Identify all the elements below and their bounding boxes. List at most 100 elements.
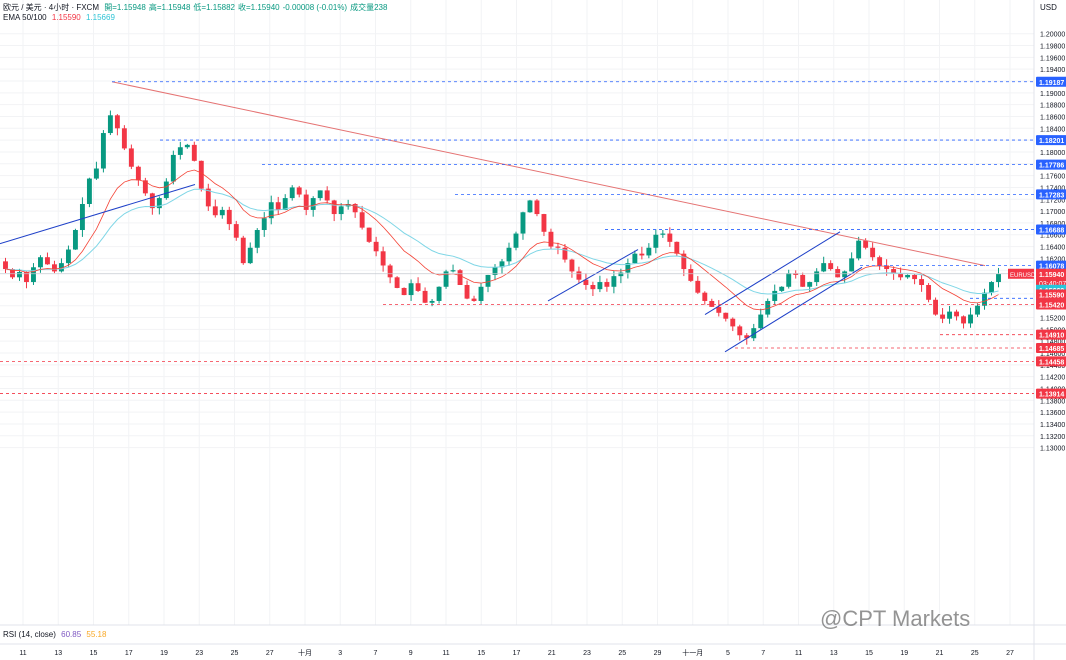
y-tick-label: 1.16200 [1040,256,1065,263]
y-tick-label: 1.14800 [1040,339,1065,346]
candle-body [653,234,659,248]
candle-body [65,249,71,264]
candle-body [996,273,1001,283]
candle-body [681,253,687,270]
price-level-tag-bg [1036,356,1066,367]
price-level-tag-bg [1036,329,1066,340]
candle-body [723,312,729,319]
candle-body [765,300,771,315]
candle-body [779,286,785,291]
candle-body [177,147,183,155]
candle-body [800,274,806,287]
candle-body [282,198,288,210]
candle-body [121,128,127,149]
candle-body [79,203,85,231]
price-level-tag-bg [1036,135,1066,146]
ohlc-legend: 欧元 / 美元 · 4小时 · FXCM 開=1.15948 高=1.15948 低… [3,2,393,13]
candle-body [464,285,470,299]
candle-body [611,276,617,287]
candle-body [926,285,932,300]
candle-body [821,263,827,272]
price-level-tag-text: 1.16078 [1039,264,1064,271]
candle-body [604,282,610,287]
candle-body [695,280,701,293]
candle-body [359,212,365,228]
price-level-tag-text: 1.14910 [1039,333,1064,340]
downtrend-line [111,81,986,267]
candle-body [107,115,113,134]
candle-body [982,292,987,306]
candle-body [310,198,316,210]
candle-body [191,144,197,161]
ohlc-item: 收=1.15940 [238,3,280,12]
candle-body [387,265,393,278]
candle-body [828,263,834,270]
y-tick-label: 1.18000 [1040,150,1065,157]
y-tick-label: 1.13400 [1040,422,1065,429]
price-level-tag-bg [1036,76,1066,87]
candle-body [52,264,57,272]
candle-body [856,240,862,259]
candle-body [114,115,120,129]
x-tick-label: 21 [548,650,556,657]
price-level-tag-bg [1036,189,1066,200]
candle-body [506,247,512,262]
candle-body [135,166,141,181]
candle-body [324,190,330,201]
candle-body [786,273,792,287]
price-level-tag-bg [1036,159,1066,170]
x-tick-label: 11 [442,650,449,657]
candle-body [716,306,722,313]
x-tick-label: 十月 [298,648,312,657]
ema50-line [5,169,999,311]
y-tick-label: 1.18600 [1040,114,1065,121]
price-level-tag: 1.14458 [1036,356,1066,366]
candle-body [226,209,232,225]
candle-body [184,144,190,148]
candle-body [240,237,246,264]
candle-body [590,285,596,290]
candle-body [443,271,449,287]
y-tick-label: 1.18800 [1040,103,1065,110]
candle-body [548,231,554,247]
candle-body [422,290,428,303]
price-level-tag: 1.15420 [1036,299,1066,310]
candle-body [807,282,813,287]
ohlc-item: 開=1.15948 [104,3,146,12]
candle-body [86,178,92,204]
ema50-value: 1.15590 [51,13,81,22]
candle-body [660,233,666,235]
candle-body [100,133,106,169]
y-tick-label: 1.20000 [1040,32,1065,39]
price-level-tag-bg [1036,224,1066,235]
candle-body [24,271,29,283]
candle-body [541,214,547,232]
candle-body [436,286,442,301]
candle-body [303,194,309,210]
x-tick-label: 17 [125,650,133,657]
price-level-tag-text: 1.13914 [1039,392,1064,399]
candle-body [702,292,708,301]
x-tick-label: 11 [19,650,26,657]
x-tick-label: 15 [865,650,873,657]
y-tick-label: 1.17400 [1040,185,1065,192]
x-tick-label: 21 [936,650,944,657]
price-level-tag-text: 1.17786 [1039,163,1064,170]
candle-body [562,247,568,260]
y-tick-label: 1.19400 [1040,67,1065,74]
candle-body [31,267,36,283]
candle-body [317,190,323,199]
channel-upper [704,231,841,315]
candle-body [646,247,652,256]
y-tick-label: 1.19600 [1040,55,1065,62]
candle-body [275,202,281,210]
price-level-tag: 1.18201 [1036,135,1066,145]
y-tick-label: 1.13600 [1040,410,1065,417]
candle-body [912,274,918,280]
candle-body [254,230,260,248]
candle-body [219,209,225,216]
candle-body [457,270,463,286]
rsi-value: 60.85 [61,630,82,639]
ema100-line [5,188,999,295]
